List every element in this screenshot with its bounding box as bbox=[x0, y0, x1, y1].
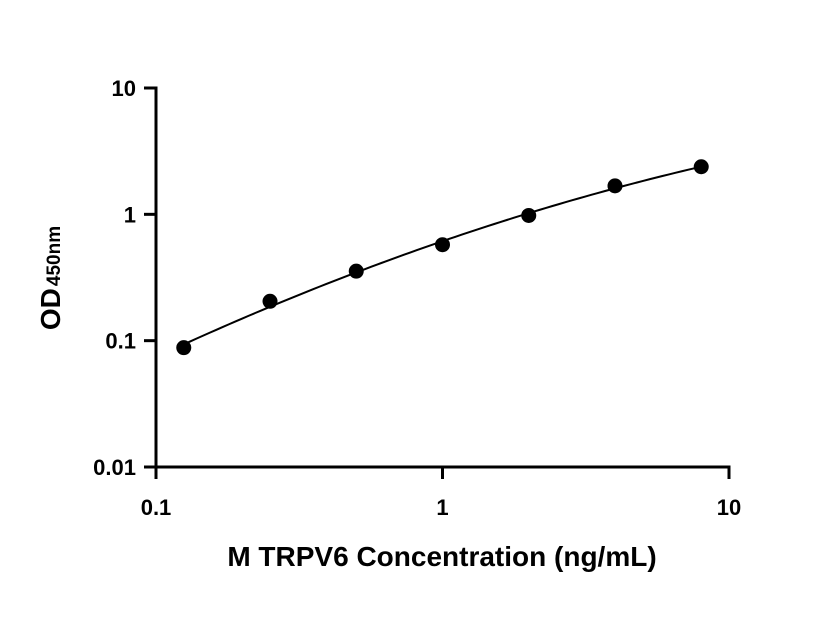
data-point bbox=[262, 293, 278, 309]
x-tick-label: 0.1 bbox=[141, 495, 172, 520]
data-points bbox=[176, 159, 709, 356]
data-point bbox=[348, 263, 364, 279]
y-axis-title-main: OD bbox=[35, 288, 66, 330]
x-axis-title: M TRPV6 Concentration (ng/mL) bbox=[227, 541, 656, 572]
y-tick-label: 0.1 bbox=[105, 329, 136, 354]
data-point bbox=[607, 178, 623, 194]
y-tick-label: 1 bbox=[124, 202, 136, 227]
y-ticks: 0.01 0.1 1 10 bbox=[93, 76, 156, 480]
fit-curve bbox=[183, 165, 702, 346]
x-tick-label: 1 bbox=[436, 495, 448, 520]
data-point bbox=[176, 340, 192, 356]
data-point bbox=[521, 207, 537, 223]
x-tick-label: 10 bbox=[717, 495, 741, 520]
data-point bbox=[693, 159, 709, 175]
y-axis-title-subscript: 450nm bbox=[44, 226, 65, 286]
data-point bbox=[435, 237, 450, 253]
y-axis-title: OD450nm bbox=[35, 226, 66, 330]
y-tick-label: 10 bbox=[112, 76, 136, 101]
x-ticks: 0.1 1 10 bbox=[141, 467, 741, 520]
axes bbox=[154, 86, 731, 469]
y-tick-label: 0.01 bbox=[93, 455, 136, 480]
